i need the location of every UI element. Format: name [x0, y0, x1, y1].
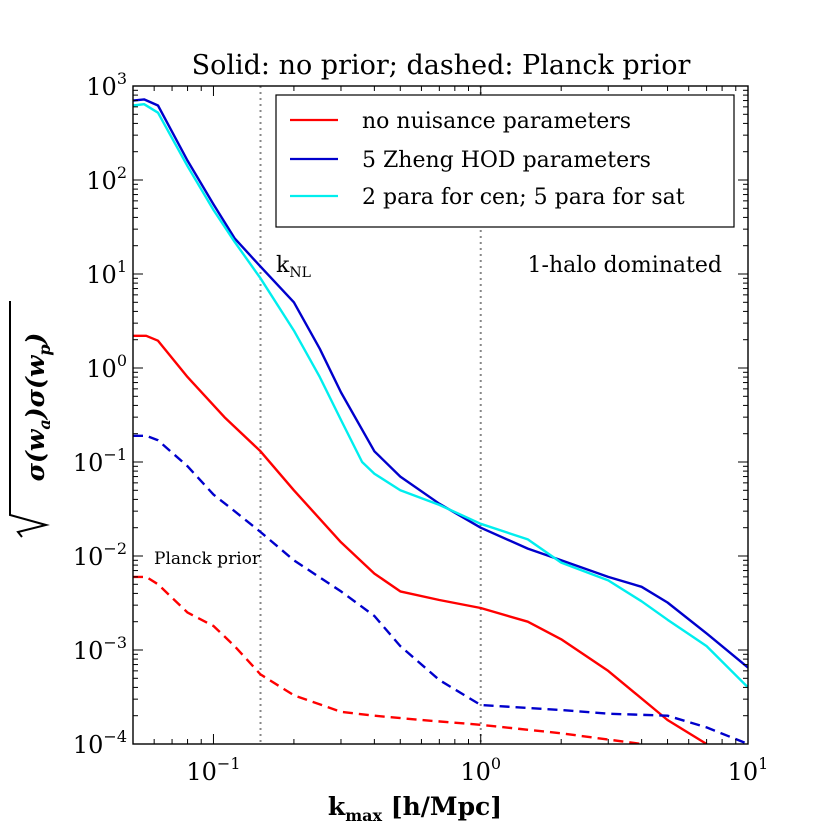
- y-label-part-2: )σ(w: [21, 354, 50, 420]
- series-line-2: [133, 103, 748, 689]
- y-tick-label: 10−1: [73, 445, 127, 477]
- series-line-3: [133, 575, 642, 744]
- x-tick-label: 100: [460, 754, 501, 786]
- y-tick-label: 10−3: [73, 633, 127, 665]
- y-label-part-3: p: [35, 344, 54, 355]
- y-label-part-4: ): [21, 333, 50, 346]
- svg-text:kmax [h/Mpc]: kmax [h/Mpc]: [328, 792, 502, 825]
- y-tick-label: 101: [86, 257, 127, 289]
- series-line-4: [133, 434, 748, 744]
- x-axis-label-sub: max: [345, 806, 382, 825]
- series-line-1: [133, 98, 748, 669]
- knl-main: k: [276, 253, 290, 278]
- y-tick-label: 10−4: [73, 727, 127, 759]
- y-axis-label: σ(wa)σ(wp): [9, 301, 54, 538]
- y-axis-label-radical: [9, 301, 50, 538]
- y-tick-label: 102: [86, 163, 127, 195]
- svg-text:σ(wa)σ(wp): σ(wa)σ(wp): [21, 333, 54, 482]
- y-tick-label: 103: [86, 69, 127, 101]
- chart-title: Solid: no prior; dashed: Planck prior: [192, 50, 691, 81]
- y-label-part-1: a: [35, 419, 54, 429]
- legend-label: 5 Zheng HOD parameters: [362, 148, 651, 173]
- y-label-part-0: σ(w: [21, 428, 50, 481]
- vline-label-knl: kNL: [276, 253, 311, 281]
- vline-label-1halo: 1-halo dominated: [528, 253, 722, 278]
- plot-frame: [132, 85, 749, 745]
- planck-prior-annotation: Planck prior: [154, 549, 261, 569]
- x-axis-label: kmax [h/Mpc]: [328, 792, 502, 825]
- legend-label: no nuisance parameters: [362, 109, 631, 134]
- series-line-0: [133, 334, 708, 744]
- legend-label: 2 para for cen; 5 para for sat: [362, 185, 685, 210]
- legend: no nuisance parameters 5 Zheng HOD param…: [275, 94, 735, 228]
- x-axis-label-rest: [h/Mpc]: [382, 792, 502, 821]
- x-tick-label: 10−1: [186, 754, 240, 786]
- knl-sub: NL: [289, 265, 311, 281]
- y-tick-label: 100: [86, 351, 127, 383]
- legend-entry: 5 Zheng HOD parameters: [290, 148, 651, 173]
- plot-area: 10−1 100 101 10−4 10−3 10−2 10−1 100 101 102 103: [73, 69, 769, 786]
- x-tick-label: 101: [728, 754, 769, 786]
- x-axis-label-main: k: [328, 792, 346, 821]
- legend-frame: [275, 94, 735, 228]
- y-tick-label: 10−2: [73, 539, 127, 571]
- legend-entry: no nuisance parameters: [290, 109, 631, 134]
- series-group: [133, 98, 748, 744]
- legend-entry: 2 para for cen; 5 para for sat: [290, 185, 685, 210]
